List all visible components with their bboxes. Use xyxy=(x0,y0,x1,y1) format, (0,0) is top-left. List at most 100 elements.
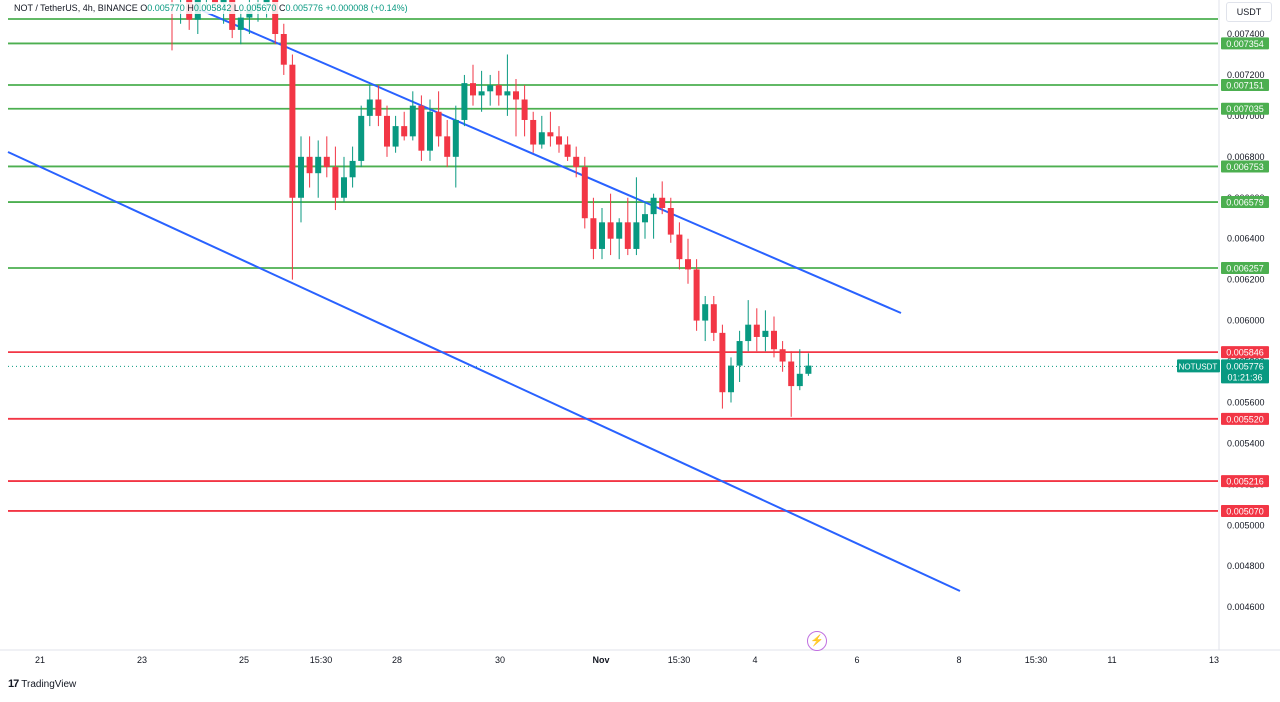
time-tick-label: 11 xyxy=(1107,655,1116,665)
candle-down xyxy=(676,222,683,270)
candle-down xyxy=(401,111,408,141)
candle-body xyxy=(685,259,691,270)
candle-up xyxy=(366,85,373,127)
candle-body xyxy=(435,111,442,137)
candle-up xyxy=(427,99,433,161)
currency-unit-button[interactable]: USDT xyxy=(1226,2,1272,22)
price-level-tag-text: 0.005520 xyxy=(1226,414,1264,424)
time-tick-label: Nov xyxy=(592,655,609,665)
open-value: 0.005770 xyxy=(147,3,185,13)
price-level-tag-text: 0.007354 xyxy=(1226,39,1264,49)
candle-body xyxy=(745,324,752,342)
candle-body xyxy=(547,132,554,137)
candle-down xyxy=(375,85,382,127)
candle-down xyxy=(685,238,691,284)
candle-up xyxy=(487,74,494,106)
lower-trend-line xyxy=(7,151,961,592)
upper-trend-line xyxy=(195,7,902,314)
candle-body xyxy=(513,91,519,100)
candle-body xyxy=(444,136,451,157)
candle-up xyxy=(650,193,657,239)
candle-body xyxy=(538,132,545,145)
price-level-tag-text: 0.005216 xyxy=(1226,477,1264,487)
candle-down xyxy=(659,181,666,215)
candle-body xyxy=(762,330,769,337)
candle-body xyxy=(315,156,322,174)
candle-body xyxy=(805,365,812,374)
price-tick-label: 0.005000 xyxy=(1227,520,1265,530)
candle-body xyxy=(624,222,631,249)
candle-body xyxy=(487,85,494,92)
candle-down xyxy=(418,95,425,161)
candle-down xyxy=(470,64,476,106)
price-level-tag-text: 0.005846 xyxy=(1226,348,1264,358)
candle-up xyxy=(237,9,244,45)
time-tick-label: 30 xyxy=(495,655,505,665)
candle-up xyxy=(409,91,416,141)
candle-body xyxy=(736,341,743,366)
candle-body xyxy=(478,91,485,96)
candle-body xyxy=(521,99,528,120)
candle-body xyxy=(229,0,236,30)
candle-body xyxy=(530,119,537,145)
candle-body xyxy=(427,111,433,151)
candle-body xyxy=(719,332,726,393)
candle-body xyxy=(676,234,683,260)
candle-body xyxy=(495,85,502,96)
candle-up xyxy=(478,70,485,112)
candle-body xyxy=(573,156,580,168)
candle-body xyxy=(452,119,459,157)
candle-down xyxy=(513,79,519,137)
candle-down xyxy=(384,105,390,157)
price-tick-label: 0.007200 xyxy=(1227,70,1265,80)
candle-up xyxy=(728,357,734,403)
legend-ohlc: NOT / TetherUS, 4h, BINANCE O0.005770 H0… xyxy=(12,2,410,14)
candle-body xyxy=(289,64,296,198)
countdown-text: 01:21:36 xyxy=(1227,372,1262,382)
candle-up xyxy=(642,201,648,239)
lightning-icon[interactable]: ⚡ xyxy=(807,631,827,651)
candle-down xyxy=(547,111,554,147)
candle-down xyxy=(332,146,339,211)
candle-body xyxy=(401,126,408,137)
price-level-tag xyxy=(1221,37,1269,50)
candle-body xyxy=(710,304,717,333)
candle-up xyxy=(599,207,605,260)
candle-up xyxy=(736,330,743,382)
price-level-tag-text: 0.005070 xyxy=(1226,506,1264,516)
candle-body xyxy=(581,167,588,219)
candle-up xyxy=(504,54,511,116)
price-level-tag xyxy=(1221,475,1269,488)
candle-body xyxy=(212,0,218,4)
candle-body xyxy=(702,304,709,321)
candle-body xyxy=(409,105,416,137)
candle-down xyxy=(306,136,313,188)
symbol-title[interactable]: NOT / TetherUS, 4h, BINANCE xyxy=(14,3,138,13)
candle-down xyxy=(435,91,442,147)
price-level-tag xyxy=(1221,160,1269,173)
time-tick-label: 15:30 xyxy=(310,655,333,665)
candle-body xyxy=(392,126,399,147)
candle-up xyxy=(392,115,399,153)
candle-body xyxy=(461,83,468,120)
price-level-tag xyxy=(1221,102,1269,115)
candle-down xyxy=(590,197,597,260)
candle-up xyxy=(298,136,304,223)
time-tick-label: 23 xyxy=(137,655,147,665)
candle-body xyxy=(332,167,339,198)
low-label: L xyxy=(233,3,239,13)
candle-body xyxy=(650,197,657,215)
candle-body xyxy=(728,365,734,393)
time-tick-label: 15:30 xyxy=(668,655,691,665)
low-value: 0.005670 xyxy=(238,3,277,13)
tradingview-logo[interactable]: 17 TradingView xyxy=(8,678,76,690)
candle-up xyxy=(762,310,769,352)
time-tick-label: 8 xyxy=(956,655,961,665)
symbol-tag xyxy=(1177,359,1220,373)
candle-up xyxy=(358,105,365,168)
candle-body xyxy=(788,361,795,387)
candle-up xyxy=(633,177,640,256)
price-level-tag-text: 0.006257 xyxy=(1226,263,1264,273)
